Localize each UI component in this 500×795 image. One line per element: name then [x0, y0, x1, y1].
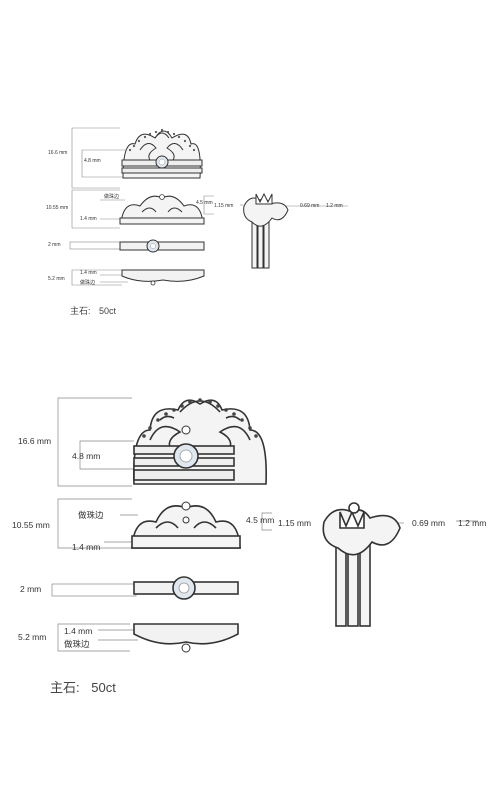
large-bead-band-midstone [182, 516, 190, 524]
small-dim-band2-rail: 1.4 mm [80, 216, 97, 222]
large-bead-band [131, 505, 241, 549]
small-dim-band4-rail: 1.4 mm [80, 270, 97, 276]
large-caption: 主石: 50ct [50, 677, 116, 696]
small-crown-stone [155, 155, 169, 169]
small-crown-beads [128, 128, 196, 152]
small-bead-band-topstone [159, 194, 165, 200]
large-caption-label: 主石: [50, 680, 80, 695]
large-dim-side-left: 1.15 mm [278, 518, 312, 528]
large-dim-band2-height: 10.55 mm [12, 520, 50, 530]
small-dim-side-right: 1.2 mm [326, 203, 343, 209]
large-dim-total-height: 16.6 mm [18, 436, 52, 446]
large-crown-beads [142, 398, 258, 438]
small-side-view [243, 192, 289, 269]
large-dim-stone-height: 4.8 mm [72, 451, 101, 461]
small-dim-band3-width: 2 mm [48, 242, 61, 248]
large-label-band4-bead-edge: 做珠边 [64, 639, 90, 649]
small-dim-stone-height: 4.8 mm [84, 158, 101, 164]
small-label-band4-bead-edge: 做珠边 [80, 280, 96, 286]
large-side-view [322, 502, 401, 627]
large-curved-band [133, 623, 239, 645]
large-solitaire-band [133, 576, 239, 600]
large-crown-stone [173, 425, 199, 469]
small-solitaire-band [119, 239, 205, 253]
small-dim-band2-height: 10.55 mm [46, 205, 69, 211]
large-dim-band2-rail: 1.4 mm [72, 542, 101, 552]
small-dim-total-height: 16.6 mm [48, 150, 68, 156]
small-dim-side-left: 1.15 mm [214, 203, 234, 209]
large-dim-band4-rail: 1.4 mm [64, 626, 93, 636]
small-caption: 主石: 50ct [70, 304, 116, 317]
large-dim-side-mid: 0.69 mm [412, 518, 446, 528]
small-caption-label: 主石: [70, 306, 91, 316]
large-crown-ring [133, 399, 267, 485]
small-caption-value: 50ct [99, 306, 117, 316]
large-dim-side-height: 4.5 mm [246, 515, 275, 525]
small-dim-band4-height: 5.2 mm [48, 276, 65, 282]
large-label-bead-edge: 做珠边 [78, 510, 104, 520]
large-curved-band-stone [181, 643, 191, 653]
small-label-bead-edge: 做珠边 [104, 194, 120, 200]
small-dim-side-mid: 0.69 mm [300, 203, 320, 209]
small-curved-band-stone [150, 280, 156, 286]
small-curved-band [121, 269, 205, 282]
large-caption-value: 50ct [91, 680, 116, 695]
large-dim-band4-height: 5.2 mm [18, 632, 47, 642]
small-dim-side-height: 4.5 mm [196, 200, 213, 206]
large-dim-side-right: 1.2 mm [458, 518, 487, 528]
large-dim-band3-width: 2 mm [20, 584, 42, 594]
large-bead-band-topstone [181, 501, 191, 511]
